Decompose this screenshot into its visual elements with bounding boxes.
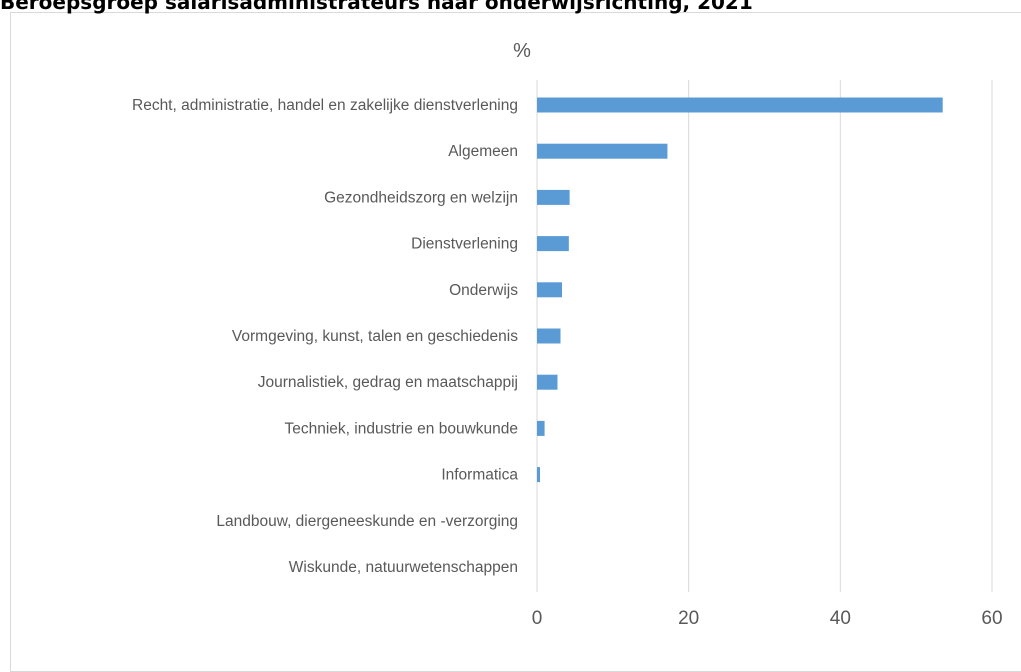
bars [537,97,943,483]
x-tick-label: 20 [678,608,699,629]
category-label: Landbouw, diergeneeskunde en -verzorging [216,513,518,530]
category-label: Dienstverlening [411,236,518,253]
bar-chart: Recht, administratie, handel en zakelijk… [132,40,1003,629]
bar [537,420,545,436]
bar [537,97,943,113]
category-label: Informatica [441,467,518,484]
category-label: Vormgeving, kunst, talen en geschiedenis [232,328,518,345]
chart-title: Beroepsgroep salarisadministrateurs naar… [0,0,753,14]
category-label: Algemeen [448,143,518,160]
bar [537,236,569,252]
category-label: Recht, administratie, handel en zakelijk… [132,97,518,114]
category-label: Journalistiek, gedrag en maatschappij [258,374,518,391]
x-tick-label: 60 [981,608,1002,629]
bar [537,189,570,205]
category-label: Onderwijs [449,282,518,299]
category-label: Wiskunde, natuurwetenschappen [289,559,518,576]
category-labels: Recht, administratie, handel en zakelijk… [132,97,518,576]
bar [537,467,541,483]
bar [537,143,668,159]
x-tick-label: 0 [532,608,543,629]
x-axis-tick-labels: 0 20 40 60 [532,608,1003,629]
unit-label: % [513,40,531,62]
x-tick-label: 40 [830,608,851,629]
bar [537,328,561,344]
category-label: Gezondheidszorg en welzijn [324,189,518,206]
bar [537,282,563,298]
category-label: Techniek, industrie en bouwkunde [284,420,518,437]
bar [537,374,558,390]
